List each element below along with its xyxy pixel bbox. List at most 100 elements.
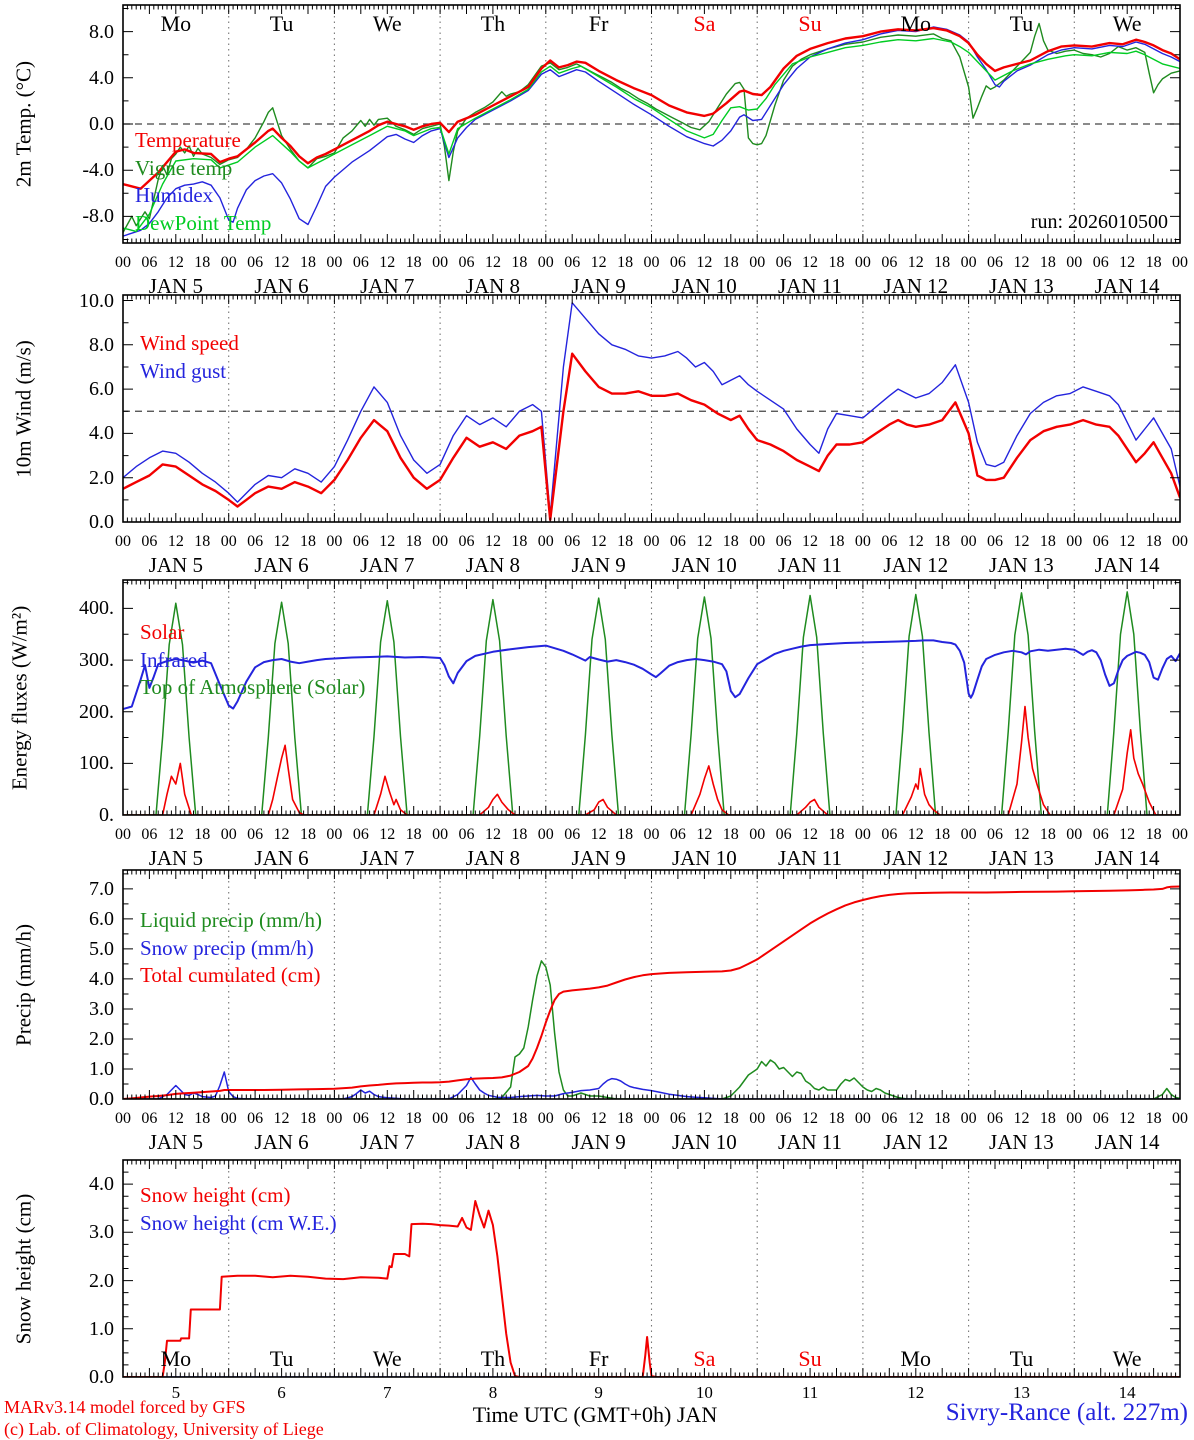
x-day-label: JAN 7 (360, 553, 415, 577)
x-hour-label: 18 (511, 533, 528, 550)
x-hour-label: 06 (352, 254, 369, 271)
series-total-cumulated (123, 885, 1180, 1099)
x-hour-label: 18 (405, 826, 422, 843)
x-hour-label: 06 (1092, 533, 1109, 550)
x-hour-label: 06 (247, 533, 264, 550)
y-tick-label: 4.0 (89, 967, 114, 990)
hour-ticks (122, 580, 1181, 815)
day-name-bottom: Fr (588, 1346, 609, 1371)
x-hour-label: 12 (802, 1110, 819, 1127)
x-hour-label: 12 (802, 533, 819, 550)
x-hour-label: 00 (115, 1110, 131, 1127)
x-hour-label: 00 (326, 254, 343, 271)
x-day-label: JAN 8 (465, 553, 521, 577)
y-ticks (123, 1159, 1180, 1378)
x-hour-label: 00 (854, 533, 871, 550)
x-hour-label: 06 (1092, 1110, 1109, 1127)
x-hour-label: 12 (273, 254, 290, 271)
legend-item-infrared: Infrared (140, 647, 208, 672)
y-tick-label: 4.0 (89, 422, 114, 445)
y-tick-label: 0.0 (89, 1366, 114, 1388)
legend-item-snow-height-cm-w-e: Snow height (cm W.E.) (140, 1210, 337, 1235)
x-hour-label: 18 (722, 1110, 739, 1127)
y-tick-label: 200. (79, 700, 114, 723)
x-hour-label: 06 (564, 254, 581, 271)
x-hour-label: 06 (141, 254, 158, 271)
x-hour-label: 18 (1039, 254, 1056, 271)
x-hour-label: 12 (484, 533, 501, 550)
x-hour-label: 18 (1145, 254, 1162, 271)
x-day-label: JAN 14 (1094, 553, 1160, 577)
x-hour-label: 12 (696, 826, 713, 843)
x-hour-label: 12 (167, 254, 184, 271)
bottom-day-number: 6 (277, 1383, 286, 1402)
y-tick-label: 6.0 (89, 907, 114, 930)
x-hour-label: 06 (564, 826, 581, 843)
day-name-top: Th (480, 11, 506, 36)
series-temperature (123, 26, 1180, 190)
x-hour-label: 00 (537, 533, 554, 550)
x-hour-label: 12 (1119, 533, 1136, 550)
x-hour-label: 00 (749, 533, 766, 550)
x-hour-label: 18 (299, 1110, 316, 1127)
x-hour-label: 18 (1039, 826, 1056, 843)
x-hour-label: 18 (1039, 533, 1056, 550)
x-hour-label: 18 (617, 254, 634, 271)
y-tick-label: 4.0 (89, 1173, 114, 1196)
hour-ticks (122, 5, 1181, 243)
series-wind-gust (123, 302, 1180, 517)
x-hour-label: 18 (511, 254, 528, 271)
x-hour-label: 18 (934, 254, 951, 271)
day-name-top: We (372, 11, 402, 36)
x-hour-label: 18 (511, 1110, 528, 1127)
x-hour-label: 12 (696, 533, 713, 550)
y-ticks (123, 582, 1180, 816)
x-hour-label: 00 (1066, 254, 1083, 271)
x-day-label: JAN 14 (1094, 274, 1160, 298)
bottom-day-number: 5 (171, 1383, 181, 1402)
x-day-label: JAN 13 (989, 846, 1054, 870)
x-hour-label: 06 (881, 1110, 898, 1127)
x-hour-label: 06 (881, 254, 898, 271)
legend-item-temperature: Temperature (135, 128, 241, 152)
x-hour-label: 06 (564, 1110, 581, 1127)
x-hour-label: 06 (141, 1110, 158, 1127)
bottom-day-number: 11 (801, 1383, 819, 1402)
y-tick-label: 10.0 (79, 289, 114, 312)
x-day-label: JAN 10 (671, 1130, 737, 1154)
x-day-label: JAN 5 (148, 274, 203, 298)
x-day-label: JAN 7 (360, 1130, 415, 1154)
x-hour-label: 12 (167, 1110, 184, 1127)
x-hour-label: 06 (247, 1110, 264, 1127)
x-hour-label: 18 (405, 1110, 422, 1127)
x-hour-label: 12 (1119, 826, 1136, 843)
x-hour-label: 18 (617, 826, 634, 843)
y-ticks (123, 300, 1180, 523)
x-hour-label: 00 (749, 826, 766, 843)
x-axis-title: Time UTC (GMT+0h) JAN (472, 1402, 718, 1427)
y-tick-label: -8.0 (82, 205, 114, 228)
x-day-label: JAN 5 (148, 846, 203, 870)
bottom-day-number: 12 (907, 1383, 925, 1402)
x-hour-label: 18 (722, 254, 739, 271)
x-hour-label: 00 (220, 1110, 237, 1127)
x-hour-label: 06 (1092, 826, 1109, 843)
x-day-label: JAN 7 (360, 846, 415, 870)
series-solar (123, 705, 1180, 815)
x-hour-label: 00 (643, 254, 660, 271)
x-hour-label: 00 (643, 826, 660, 843)
y-tick-label: 7.0 (89, 877, 114, 900)
x-hour-label: 18 (1145, 1110, 1162, 1127)
x-day-label: JAN 5 (148, 1130, 203, 1154)
x-hour-label: 12 (907, 826, 924, 843)
x-hour-label: 00 (960, 254, 977, 271)
x-day-label: JAN 8 (465, 1130, 521, 1154)
day-name-top: Tu (269, 11, 294, 36)
x-hour-label: 12 (696, 1110, 713, 1127)
x-hour-label: 06 (352, 826, 369, 843)
series-snow-precip (123, 1071, 1180, 1099)
day-name-top: We (1112, 11, 1142, 36)
x-hour-label: 12 (273, 826, 290, 843)
